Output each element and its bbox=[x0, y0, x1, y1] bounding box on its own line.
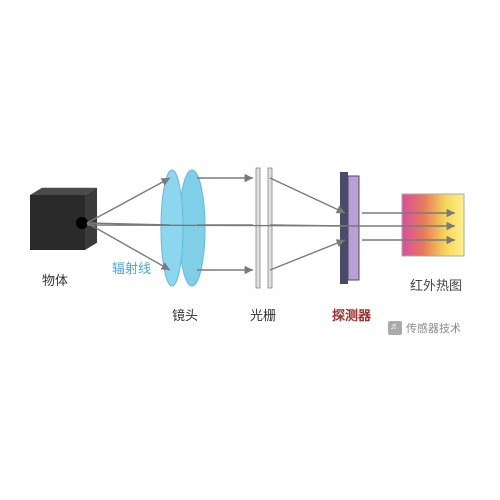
label-lens: 镜头 bbox=[172, 305, 198, 324]
diagram-stage: 物体 辐射线 镜头 光栅 探测器 红外热图 传感器技术 bbox=[0, 0, 500, 500]
label-grating: 光栅 bbox=[250, 305, 276, 324]
label-thermal: 红外热图 bbox=[410, 275, 462, 294]
watermark-icon bbox=[388, 321, 402, 335]
label-detector: 探测器 bbox=[332, 305, 371, 324]
watermark-text: 传感器技术 bbox=[406, 320, 461, 336]
label-object: 物体 bbox=[42, 270, 68, 289]
watermark: 传感器技术 bbox=[388, 320, 461, 336]
diagram-svg bbox=[0, 0, 500, 500]
label-radiation: 辐射线 bbox=[112, 258, 151, 277]
